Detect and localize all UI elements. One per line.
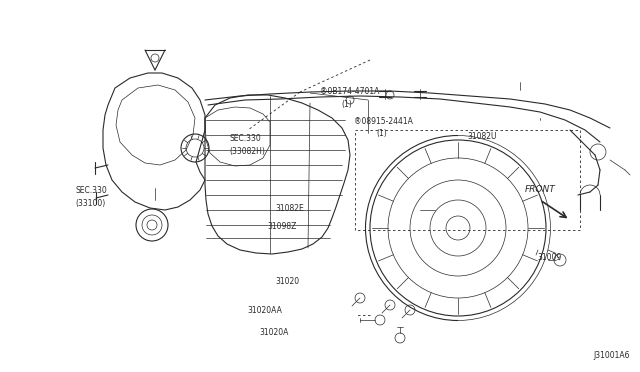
Text: 31082E: 31082E <box>275 204 304 213</box>
Text: ®0B174-4701A: ®0B174-4701A <box>320 87 380 96</box>
Text: 31020: 31020 <box>275 277 300 286</box>
Text: 31020A: 31020A <box>259 328 289 337</box>
Text: ®08915-2441A: ®08915-2441A <box>354 117 413 126</box>
Text: (1): (1) <box>376 129 387 138</box>
Text: FRONT: FRONT <box>525 185 556 194</box>
Text: 31009: 31009 <box>538 253 562 262</box>
Text: 31020AA: 31020AA <box>248 306 282 315</box>
Text: 31082U: 31082U <box>467 132 497 141</box>
Text: (33082H): (33082H) <box>229 147 265 156</box>
Text: J31001A6: J31001A6 <box>593 351 630 360</box>
Text: (1): (1) <box>341 100 352 109</box>
Text: SEC.330: SEC.330 <box>229 134 261 143</box>
Text: (33100): (33100) <box>76 199 106 208</box>
Text: 31098Z: 31098Z <box>268 222 297 231</box>
Text: SEC.330: SEC.330 <box>76 186 108 195</box>
